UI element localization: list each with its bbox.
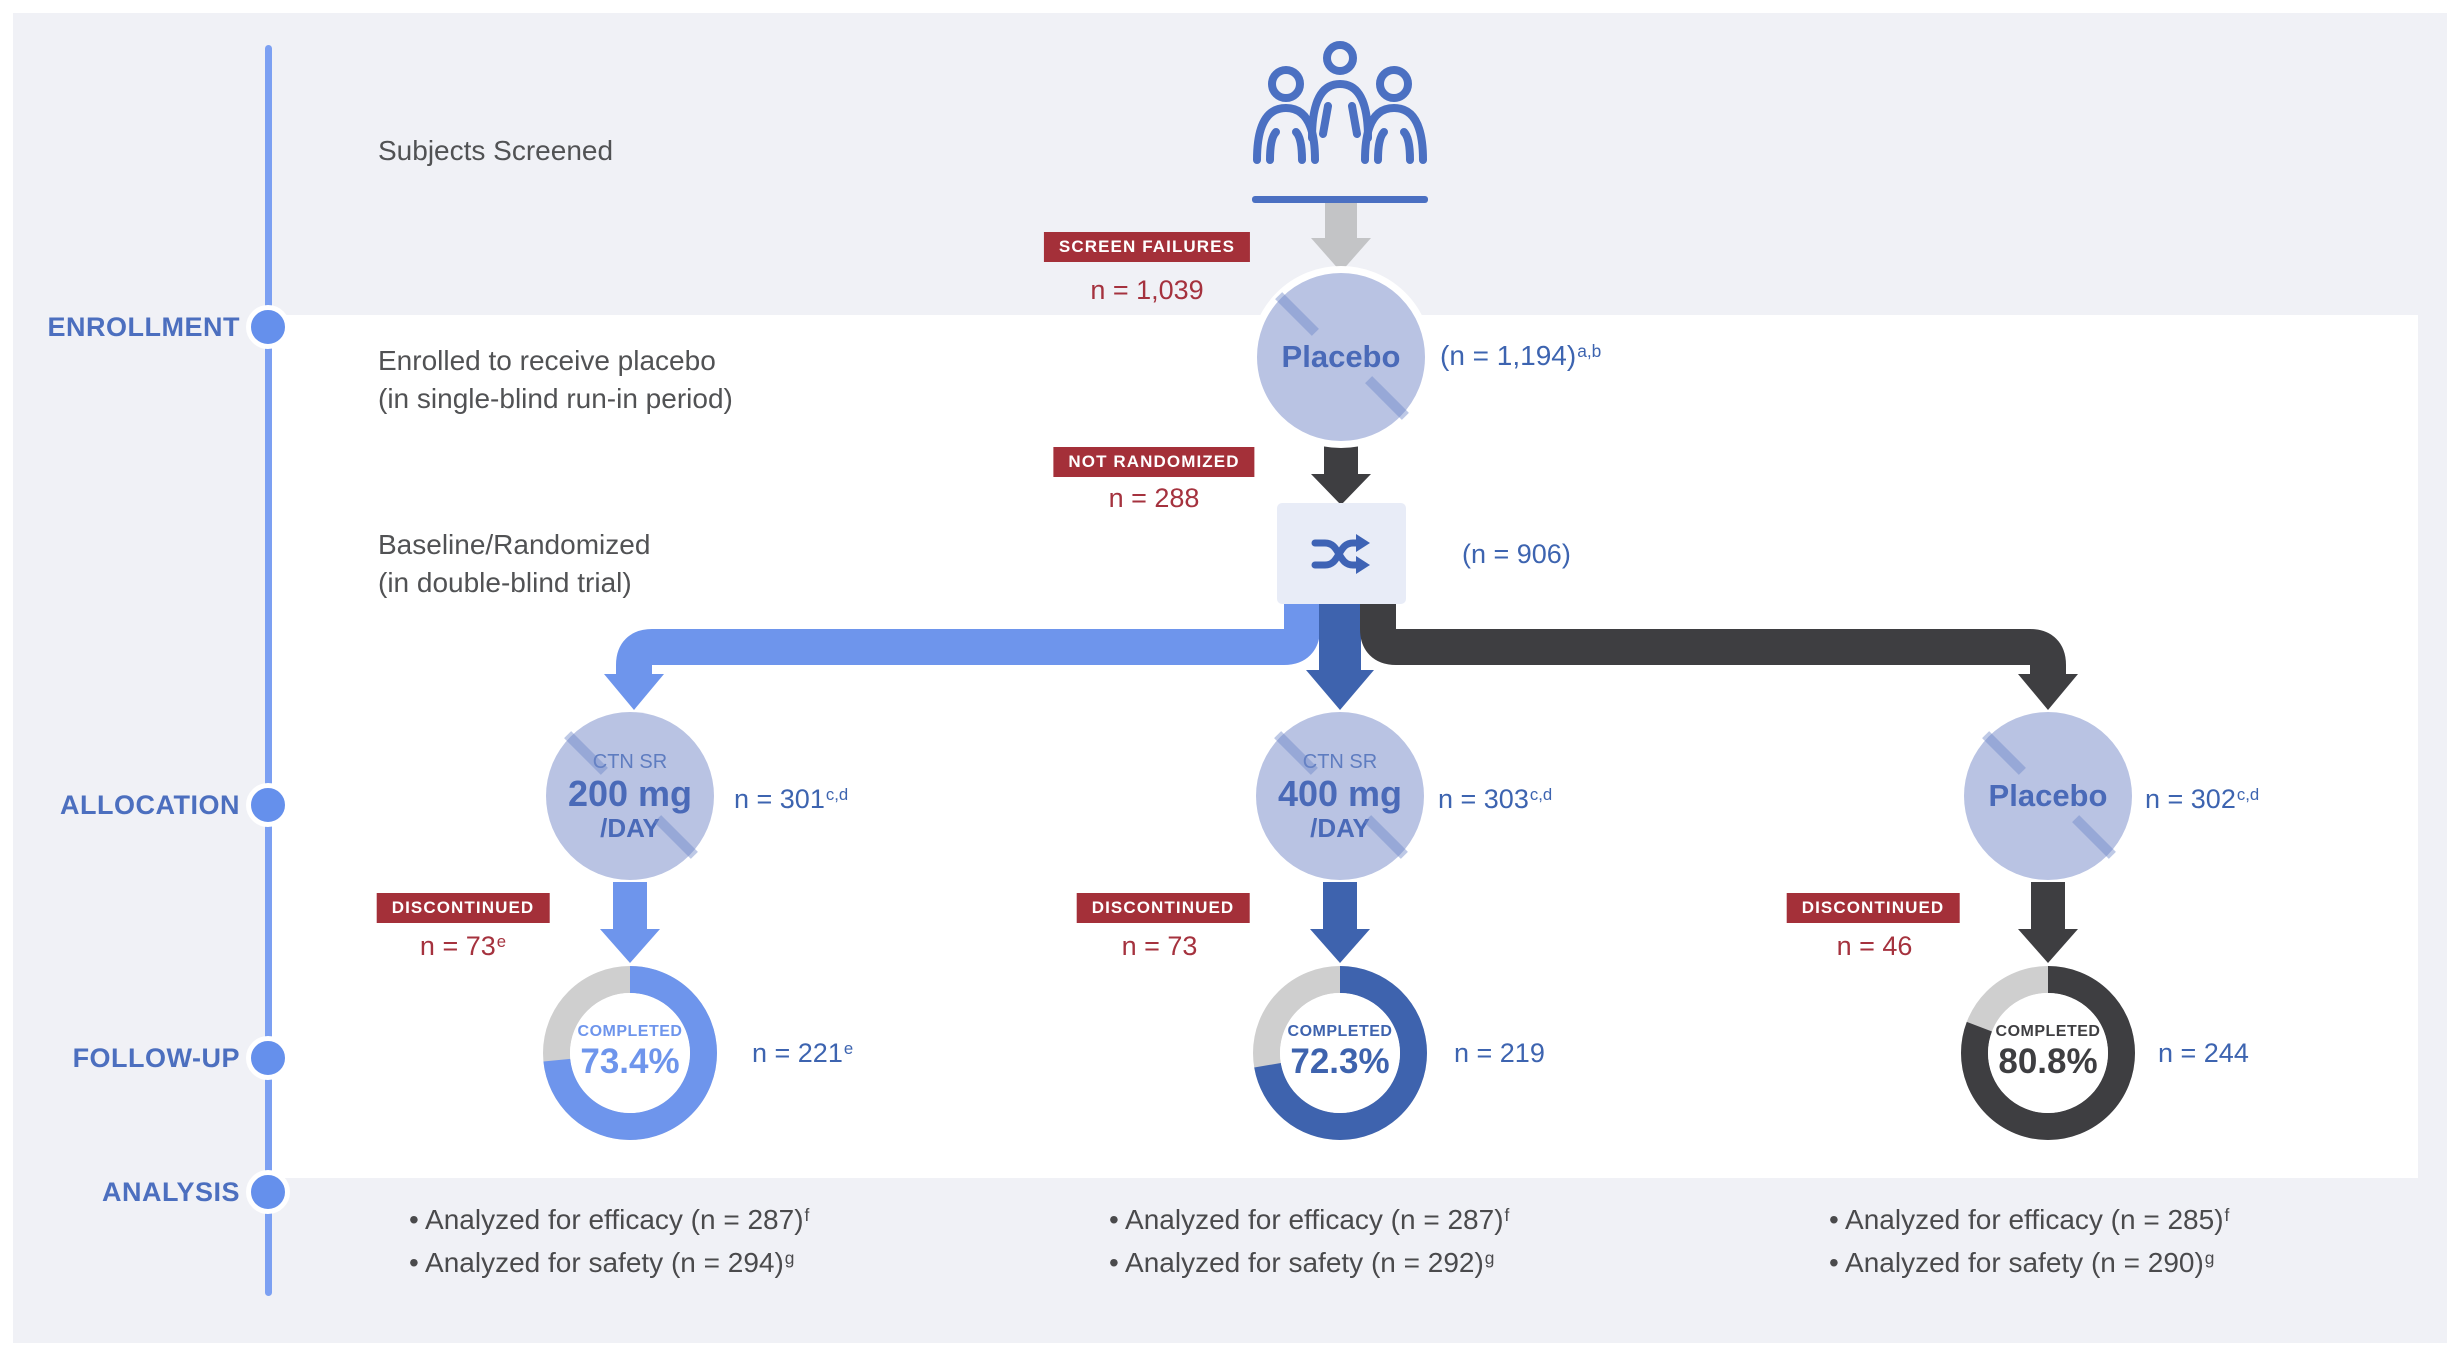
circle-stripe — [1275, 292, 1319, 336]
analysis-line: • Analyzed for safety (n = 290)g — [1829, 1247, 2215, 1278]
not-randomized-badge: NOT RANDOMIZED — [1053, 447, 1255, 477]
branch-200mg-donut-text: COMPLETED 73.4% — [577, 1023, 683, 1081]
baseline-note-line2: (in double-blind trial) — [378, 567, 632, 598]
branch-200mg-circle: CTN SR 200 mg /DAY — [546, 712, 714, 880]
randomize-to-200mg-arrow — [604, 600, 1320, 710]
randomized-n: (n = 906) — [1462, 539, 1571, 569]
not-randomized-n: n = 288 — [1108, 483, 1200, 513]
randomize-to-400mg-arrow — [1306, 600, 1374, 710]
400mg-to-donut-arrow — [1310, 882, 1370, 963]
branch-400mg-completed-n: n = 219 — [1454, 1038, 1545, 1068]
phase-label-followup: FOLLOW-UP — [72, 1043, 240, 1073]
circle-stripe — [2072, 815, 2116, 859]
branch-placebo-completed-n: n = 244 — [2158, 1038, 2249, 1068]
people-group-icon — [1253, 41, 1427, 164]
allocation-dot — [246, 783, 290, 827]
branch-200mg-discontinued-n: n = 73e — [419, 931, 507, 961]
runin-n: (n = 1,194)a,b — [1440, 340, 1602, 371]
circle-stripe — [1365, 376, 1409, 420]
analysis-line: • Analyzed for safety (n = 294)g — [409, 1247, 795, 1278]
branch-400mg-n: n = 303c,d — [1438, 784, 1553, 814]
baseline-note-line1: Baseline/Randomized — [378, 529, 651, 560]
branch-400mg-dose: 400 mg — [1277, 773, 1403, 814]
branch-placebo-discontinued-badge: DISCONTINUED — [1786, 893, 1960, 923]
branch-200mg-analysis: • Analyzed for efficacy (n = 287)f • Ana… — [409, 1200, 809, 1286]
branch-200mg-completed-n: n = 221e — [752, 1038, 854, 1068]
enrollment-dot — [246, 305, 290, 349]
branch-400mg-per: /DAY — [1310, 813, 1370, 843]
branch-400mg-donut-text: COMPLETED 72.3% — [1287, 1023, 1393, 1081]
branch-placebo-circle: Placebo — [1964, 712, 2132, 880]
analysis-line: • Analyzed for efficacy (n = 287)f — [409, 1204, 810, 1235]
randomization-box — [1277, 503, 1406, 604]
branch-200mg-n: n = 301c,d — [734, 784, 849, 814]
enrolled-note-line1: Enrolled to receive placebo — [378, 345, 716, 376]
donut-200mg — [543, 966, 717, 1140]
analysis-line: • Analyzed for efficacy (n = 285)f — [1829, 1204, 2230, 1235]
runin-to-randomize-arrow — [1311, 444, 1371, 505]
shuffle-icon — [1311, 533, 1370, 574]
branch-400mg-analysis: • Analyzed for efficacy (n = 287)f • Ana… — [1109, 1200, 1509, 1286]
branch-400mg-circle: CTN SR 400 mg /DAY — [1256, 712, 1424, 880]
followup-dot — [246, 1036, 290, 1080]
phase-label-enrollment: ENROLLMENT — [47, 312, 240, 342]
baseline-note: Baseline/Randomized (in double-blind tri… — [378, 526, 650, 602]
phase-label-analysis: ANALYSIS — [101, 1177, 240, 1207]
screen-failures-badge: SCREEN FAILURES — [1043, 232, 1251, 262]
branch-placebo-label: Placebo — [1988, 778, 2108, 813]
circle-stripe — [1982, 731, 2026, 775]
phase-label-allocation: ALLOCATION — [60, 790, 240, 820]
analysis-line: • Analyzed for efficacy (n = 287)f — [1109, 1204, 1510, 1235]
branch-placebo-analysis: • Analyzed for efficacy (n = 285)f • Ana… — [1829, 1200, 2229, 1286]
branch-200mg-dose: 200 mg — [567, 773, 693, 814]
donut-placebo — [1961, 966, 2135, 1140]
runin-circle-label: Placebo — [1281, 339, 1401, 374]
enrolled-note: Enrolled to receive placebo (in single-b… — [378, 342, 733, 418]
branch-200mg-discontinued-badge: DISCONTINUED — [376, 893, 550, 923]
branch-400mg-discontinued-n: n = 73 — [1121, 931, 1198, 961]
circle-stripe — [654, 815, 698, 859]
branch-200mg-per: /DAY — [600, 813, 660, 843]
runin-placebo-circle: Placebo — [1250, 266, 1432, 448]
analysis-dot — [246, 1170, 290, 1214]
runin-n-sup: a,b — [1577, 341, 1602, 362]
subjects-screened-label: Subjects Screened — [378, 135, 614, 166]
people-underline — [1252, 196, 1428, 203]
placebo-to-donut-arrow — [2018, 882, 2078, 963]
branch-placebo-donut-text: COMPLETED 80.8% — [1995, 1023, 2101, 1081]
branch-200mg-drug: CTN SR — [592, 751, 668, 773]
branch-400mg-drug: CTN SR — [1302, 751, 1378, 773]
200mg-to-donut-arrow — [600, 882, 660, 963]
circle-stripe — [1364, 815, 1408, 859]
screened-to-runin-arrow — [1311, 203, 1371, 272]
timeline-line — [265, 45, 272, 1296]
screen-failures-n: n = 1,039 — [1090, 275, 1204, 305]
donut-400mg — [1253, 966, 1427, 1140]
branch-400mg-discontinued-badge: DISCONTINUED — [1076, 893, 1250, 923]
randomize-to-placebo-arrow — [1360, 600, 2078, 710]
branch-placebo-discontinued-n: n = 46 — [1836, 931, 1913, 961]
analysis-line: • Analyzed for safety (n = 292)g — [1109, 1247, 1495, 1278]
branch-placebo-n: n = 302c,d — [2145, 784, 2260, 814]
enrolled-note-line2: (in single-blind run-in period) — [378, 383, 733, 414]
